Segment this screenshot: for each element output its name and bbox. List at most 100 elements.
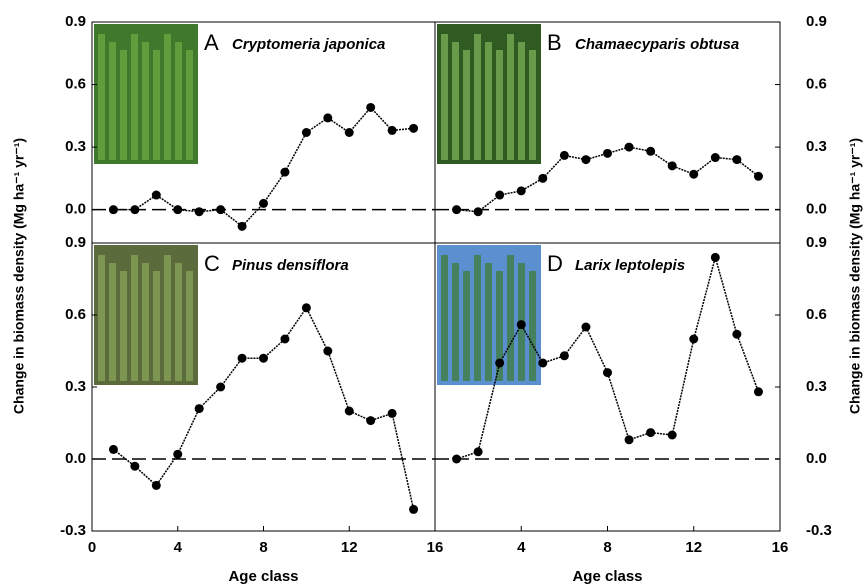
photo	[94, 24, 198, 164]
data-point	[559, 150, 569, 160]
data-point	[689, 334, 699, 344]
data-point	[108, 444, 118, 454]
data-point	[173, 449, 183, 459]
data-point	[753, 171, 763, 181]
photo-tree	[441, 255, 448, 381]
photo-tree	[441, 34, 448, 160]
y-tick-label: 0.9	[65, 13, 86, 30]
photo-tree	[452, 42, 459, 160]
y-tick-label: 0.0	[806, 450, 827, 467]
photo-tree	[120, 50, 127, 160]
data-point	[538, 173, 548, 183]
data-point	[344, 406, 354, 416]
photo-tree	[175, 42, 182, 160]
x-tick-label: 8	[259, 539, 267, 556]
data-point	[130, 461, 140, 471]
photo-tree	[496, 50, 503, 160]
data-point	[108, 205, 118, 215]
photo-tree	[164, 255, 171, 381]
data-point	[280, 334, 290, 344]
photo-tree	[529, 50, 536, 160]
photo-tree	[164, 34, 171, 160]
data-point	[237, 353, 247, 363]
y-axis-label: Change in biomass density (Mg ha⁻¹ yr⁻¹)	[847, 138, 863, 414]
y-tick-label: 0.3	[806, 138, 827, 155]
photo-tree	[142, 42, 149, 160]
data-point	[409, 504, 419, 514]
y-tick-label: 0.6	[806, 76, 827, 93]
data-point	[559, 351, 569, 361]
data-point	[624, 435, 634, 445]
x-tick-label: 16	[772, 539, 789, 556]
data-point	[516, 186, 526, 196]
photo-tree	[452, 263, 459, 381]
data-point	[387, 408, 397, 418]
photo-tree	[153, 271, 160, 381]
x-tick-label: 8	[603, 539, 611, 556]
data-point	[387, 125, 397, 135]
data-point	[323, 113, 333, 123]
data-point	[259, 353, 268, 363]
photo-tree	[109, 263, 116, 381]
x-tick-label: 4	[517, 539, 526, 556]
data-point	[237, 221, 247, 231]
x-tick-label: 12	[685, 539, 702, 556]
data-point	[710, 153, 720, 163]
y-tick-label: 0.6	[806, 306, 827, 323]
data-point	[516, 320, 526, 330]
data-point	[473, 207, 483, 217]
y-tick-label: 0.6	[65, 76, 86, 93]
data-point	[216, 205, 226, 215]
data-point	[194, 207, 204, 217]
data-point	[173, 205, 183, 215]
y-tick-label: 0.3	[806, 378, 827, 395]
photo-tree	[529, 271, 536, 381]
photo-tree	[463, 50, 470, 160]
y-axis-label: Change in biomass density (Mg ha⁻¹ yr⁻¹)	[11, 138, 27, 414]
data-point	[259, 198, 268, 208]
y-tick-label: 0.3	[65, 378, 86, 395]
photo-tree	[153, 50, 160, 160]
photo-tree	[120, 271, 127, 381]
photo-tree	[98, 255, 105, 381]
photo-tree	[109, 42, 116, 160]
photo	[94, 245, 198, 385]
photo-tree	[507, 255, 514, 381]
data-point	[216, 382, 226, 392]
data-point	[689, 169, 699, 179]
data-point	[646, 428, 656, 438]
y-tick-label: -0.3	[60, 522, 86, 539]
photo-tree	[474, 34, 481, 160]
data-point	[151, 190, 161, 200]
y-tick-label: 0.3	[65, 138, 86, 155]
photo-tree	[186, 50, 193, 160]
y-tick-label: 0.6	[65, 306, 86, 323]
photo-tree	[175, 263, 182, 381]
data-point	[194, 404, 204, 414]
data-point	[130, 205, 140, 215]
photo-tree	[186, 271, 193, 381]
data-point	[603, 368, 612, 378]
y-tick-label: 0.0	[65, 201, 86, 218]
panel-title: Chamaecyparis obtusa	[575, 36, 739, 53]
panel-title: Cryptomeria japonica	[232, 36, 385, 53]
data-point	[280, 167, 290, 177]
data-point	[603, 148, 612, 158]
photo	[437, 245, 541, 385]
x-tick-label: 4	[174, 539, 183, 556]
data-point	[495, 190, 505, 200]
data-point	[409, 123, 419, 133]
photo-tree	[485, 263, 492, 381]
data-point	[667, 430, 677, 440]
photo-tree	[131, 34, 138, 160]
panel-title: Larix leptolepis	[575, 257, 685, 274]
x-axis-label: Age class	[572, 568, 642, 585]
y-tick-label: 0.9	[806, 234, 827, 251]
photo-tree	[485, 42, 492, 160]
photo-tree	[463, 271, 470, 381]
data-point	[452, 205, 462, 215]
panel-label: A	[204, 30, 219, 55]
data-point	[710, 252, 720, 262]
data-point	[581, 155, 591, 165]
